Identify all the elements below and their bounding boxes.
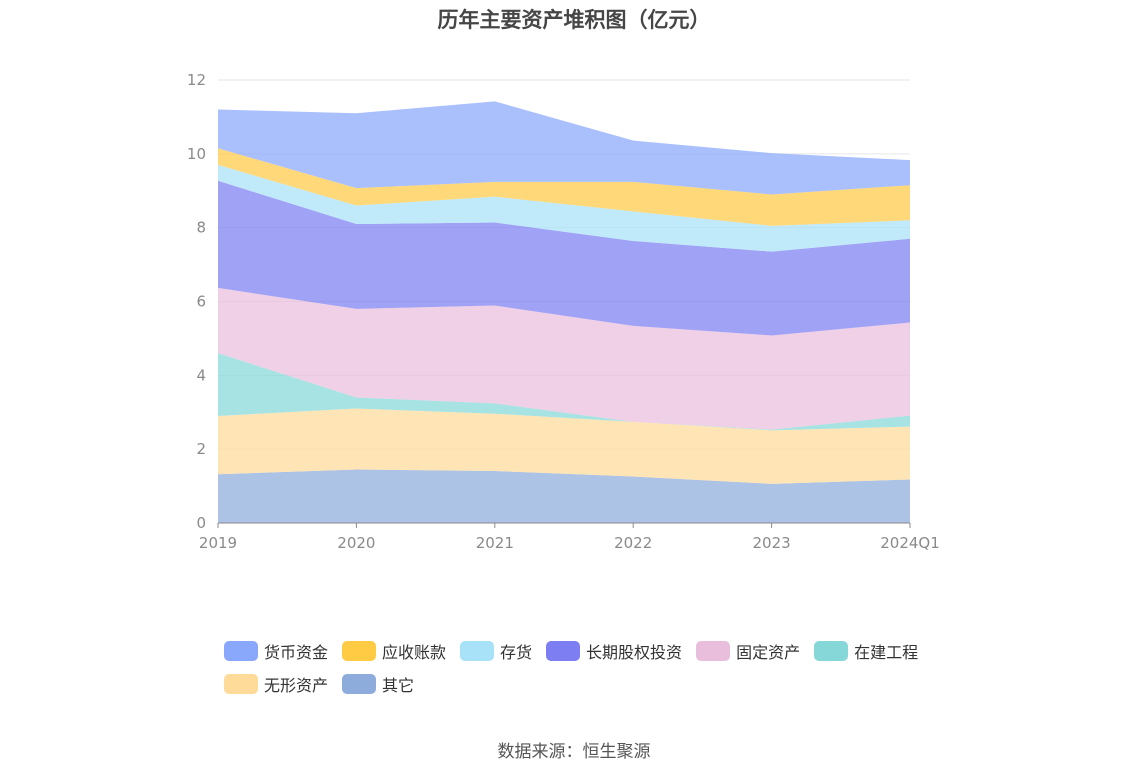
legend-label: 存货 xyxy=(500,642,533,662)
area-series xyxy=(218,148,910,226)
legend-swatch xyxy=(342,640,377,661)
y-tick-label: 0 xyxy=(196,514,206,532)
legend-label: 长期股权投资 xyxy=(586,642,683,662)
legend-swatch xyxy=(342,673,377,694)
area-series xyxy=(218,353,910,431)
legend-label: 固定资产 xyxy=(736,642,801,662)
chart-legend: 货币资金 应收账款 存货 长期股权投资 固定资产 在建工程无形资产 其它 xyxy=(224,638,944,696)
legend-swatch xyxy=(696,640,731,661)
x-tick-label: 2020 xyxy=(337,534,375,552)
x-tick-label: 2023 xyxy=(753,534,791,552)
area-series xyxy=(218,164,910,252)
legend-item[interactable]: 存货 xyxy=(460,638,532,663)
legend-swatch xyxy=(224,673,258,694)
y-tick-label: 10 xyxy=(187,145,206,163)
data-source: 数据来源：恒生聚源 xyxy=(497,742,651,762)
area-series xyxy=(218,408,910,484)
legend-item[interactable]: 无形资产 xyxy=(224,671,328,696)
legend-item[interactable]: 在建工程 xyxy=(814,638,918,663)
legend-swatch xyxy=(814,640,849,661)
x-tick-label: 2021 xyxy=(476,534,514,552)
area-series xyxy=(218,180,910,336)
area-series xyxy=(218,101,910,195)
y-tick-label: 12 xyxy=(187,71,206,89)
legend-label: 在建工程 xyxy=(854,642,919,662)
legend-label: 无形资产 xyxy=(264,675,329,695)
legend-swatch xyxy=(224,640,258,661)
area-series xyxy=(218,287,910,430)
legend-swatch xyxy=(460,640,495,661)
legend-label: 应收账款 xyxy=(382,642,447,662)
y-tick-label: 2 xyxy=(196,440,206,458)
y-tick-label: 8 xyxy=(196,219,206,237)
x-tick-label: 2022 xyxy=(614,534,652,552)
x-tick-label: 2024Q1 xyxy=(880,534,940,552)
legend-item[interactable]: 货币资金 xyxy=(224,638,328,663)
legend-item[interactable]: 固定资产 xyxy=(696,638,800,663)
legend-label: 货币资金 xyxy=(264,642,329,662)
legend-item[interactable]: 其它 xyxy=(342,671,414,696)
legend-item[interactable]: 长期股权投资 xyxy=(546,638,682,663)
x-tick-label: 2019 xyxy=(199,534,237,552)
legend-swatch xyxy=(546,640,581,661)
y-tick-label: 6 xyxy=(196,293,206,311)
legend-item[interactable]: 应收账款 xyxy=(342,638,446,663)
y-tick-label: 4 xyxy=(196,366,206,384)
legend-label: 其它 xyxy=(382,675,415,695)
area-series xyxy=(218,469,910,523)
chart-title: 历年主要资产堆积图（亿元） xyxy=(437,8,711,32)
